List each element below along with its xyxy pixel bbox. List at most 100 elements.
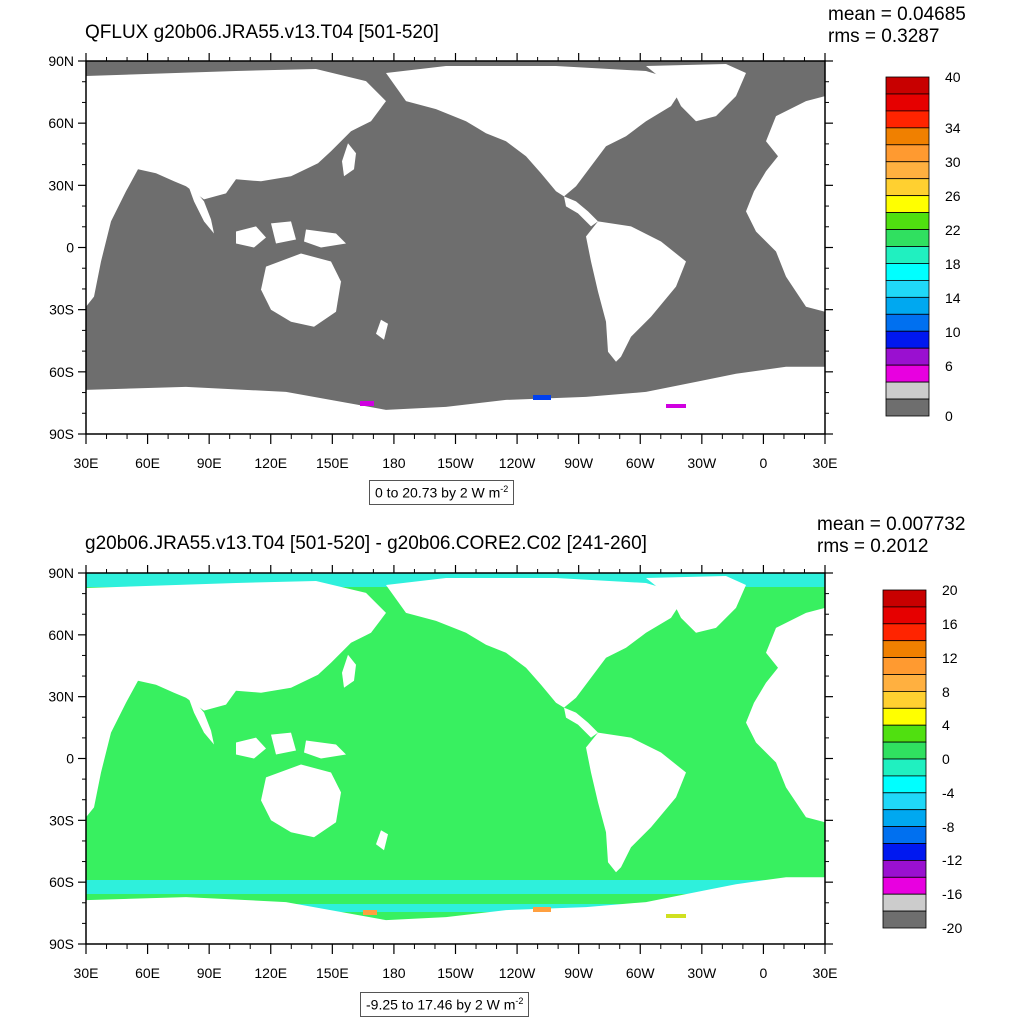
land-shape xyxy=(646,64,746,122)
colorbar-label: 18 xyxy=(945,256,961,272)
lat-label: 30S xyxy=(49,302,74,318)
lat-axis: 90N 60N 30N 0 30S 60S 90S xyxy=(48,53,74,442)
lon-label: 150E xyxy=(316,965,349,981)
colorbar-label: 16 xyxy=(942,616,958,632)
colorbar-label: 40 xyxy=(945,69,961,85)
colorbar-swatch xyxy=(885,398,930,417)
lon-label: 0 xyxy=(760,965,768,981)
lat-label: 30N xyxy=(48,177,74,193)
land-shape xyxy=(746,96,825,312)
lon-label: 60E xyxy=(135,455,160,471)
colorbar-swatch xyxy=(882,859,927,878)
land-mask xyxy=(86,64,825,437)
lat-label: 90S xyxy=(49,426,74,442)
lon-label: 90W xyxy=(564,455,594,471)
lon-label: 60W xyxy=(626,965,656,981)
colorbar-swatch xyxy=(882,606,927,625)
lon-label: 60W xyxy=(626,455,656,471)
land-shape xyxy=(304,740,346,759)
land-shape xyxy=(86,69,386,307)
colorbar-label: 12 xyxy=(942,650,958,666)
qflux-panel: QFLUX g20b06.JRA55.v13.T04 [501-520] mea… xyxy=(48,4,966,505)
colorbar-swatch xyxy=(885,381,930,400)
rms-value: rms = 0.2012 xyxy=(817,536,929,557)
land-shape xyxy=(236,226,266,248)
lat-label: 90N xyxy=(48,53,74,69)
lat-label: 60N xyxy=(48,627,74,643)
lat-label: 0 xyxy=(66,751,74,767)
colorbar-swatch xyxy=(885,110,930,129)
lat-label: 30S xyxy=(49,812,74,828)
land-mask xyxy=(86,576,825,947)
land-shape xyxy=(586,221,686,362)
units-label: -9.25 to 17.46 by 2 W m-2 xyxy=(360,992,530,1017)
lon-label: 120W xyxy=(499,455,536,471)
colorbar-label: 22 xyxy=(945,222,961,238)
antarctic-ice-band xyxy=(86,880,825,894)
colorbar-swatch xyxy=(885,127,930,146)
land-shape xyxy=(586,732,686,873)
lon-label: 30W xyxy=(687,965,717,981)
colorbar-swatch xyxy=(885,212,930,230)
colorbar-swatch xyxy=(885,313,930,332)
colorbar-swatch xyxy=(885,330,930,349)
land-shape xyxy=(564,707,598,738)
colorbar-swatch xyxy=(882,775,927,794)
units-range: 0 to 20.73 by 2 W m xyxy=(375,484,501,501)
units-exponent: -2 xyxy=(500,484,509,494)
lat-label: 60N xyxy=(48,115,74,131)
colorbar-swatch xyxy=(882,741,927,760)
colorbar-swatch xyxy=(885,279,930,298)
colorbar-swatch xyxy=(882,843,927,861)
mean-value: mean = 0.007732 xyxy=(817,514,966,535)
land-shape xyxy=(386,578,686,708)
ice-anomalies xyxy=(363,907,686,918)
lat-label: 90N xyxy=(48,565,74,581)
lon-label: 0 xyxy=(760,455,768,471)
lat-label: 60S xyxy=(49,364,74,380)
colorbar-label: 26 xyxy=(945,188,961,204)
anomaly-patch xyxy=(363,910,377,915)
colorbar-swatch xyxy=(885,246,930,264)
rms-value: rms = 0.3287 xyxy=(828,26,940,47)
lat-label: 90S xyxy=(49,936,74,952)
land-shape xyxy=(236,737,266,759)
anomaly-patch xyxy=(533,395,551,400)
colorbar-swatch xyxy=(885,144,930,163)
land-shape xyxy=(271,221,296,244)
colorbar-swatch xyxy=(882,589,927,608)
land-shape xyxy=(186,690,214,745)
land-shape xyxy=(86,366,825,437)
lon-label: 30W xyxy=(687,455,717,471)
lon-label: 30E xyxy=(74,455,99,471)
colorbar-swatch xyxy=(882,758,927,777)
lon-label: 90W xyxy=(564,965,594,981)
colorbar-swatch xyxy=(882,724,927,743)
lon-label: 120E xyxy=(254,965,287,981)
colorbar-label: 10 xyxy=(945,324,961,340)
mean-value: mean = 0.04685 xyxy=(828,4,966,25)
land-shape xyxy=(342,654,356,688)
colorbar-label: 34 xyxy=(945,120,961,136)
anomaly-patch xyxy=(666,404,686,408)
land-shape xyxy=(376,830,388,851)
land-shape xyxy=(261,253,341,327)
lon-label: 150W xyxy=(437,965,474,981)
units-exponent: -2 xyxy=(515,996,524,1006)
lon-label: 180 xyxy=(382,965,406,981)
lon-axis: 30E 60E 90E 120E 150E 180 150W 120W 90W 60W 30W 0 30… xyxy=(74,455,838,471)
colorbar: 40 34 30 26 22 18 14 10 6 0 xyxy=(885,69,961,424)
lon-label: 120W xyxy=(499,965,536,981)
colorbar-swatch xyxy=(885,229,930,247)
lat-axis: 90N 60N 30N 0 30S 60S 90S xyxy=(48,565,74,952)
colorbar-label: -4 xyxy=(942,785,955,801)
lon-label: 90E xyxy=(197,965,222,981)
colorbar-swatch xyxy=(882,657,927,675)
colorbar-swatch xyxy=(885,364,930,383)
colorbar-swatch xyxy=(885,347,930,366)
colorbar-swatch xyxy=(882,623,927,642)
lat-label: 30N xyxy=(48,689,74,705)
anomaly-patch xyxy=(360,401,374,406)
colorbar-label: -12 xyxy=(942,852,962,868)
